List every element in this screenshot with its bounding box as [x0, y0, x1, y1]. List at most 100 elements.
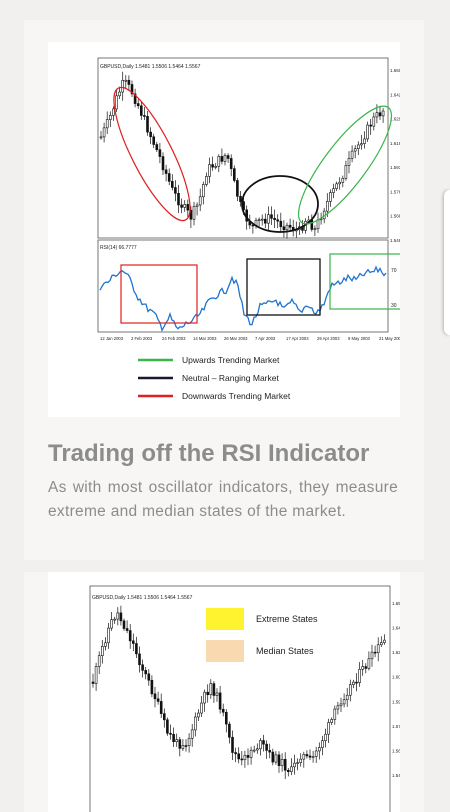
date-axis: 12 Jan 2003 2 Feb 2003 24 Feb 2003 14 Mar 2…	[100, 336, 400, 341]
price-candle	[353, 148, 357, 152]
price-candle	[239, 196, 242, 202]
date-tick: 17 Apr 2003	[286, 336, 309, 341]
price-candle	[335, 183, 338, 189]
price-candle-2	[212, 683, 216, 696]
price-candle-2	[221, 708, 225, 713]
legend-label-2: Extreme States	[256, 614, 318, 624]
price-header-2: GBPUSD,Daily 1.5481 1.5506 1.5464 1.5567	[92, 595, 193, 601]
price-candle-2	[240, 758, 244, 761]
price-candle-2	[144, 670, 147, 675]
price-candle-2	[200, 702, 203, 714]
price-candle-2	[218, 692, 222, 710]
price-candle-2	[358, 668, 361, 683]
price-candle-2	[283, 758, 287, 771]
price-candle-2	[125, 628, 129, 631]
scroll-handle[interactable]	[444, 190, 450, 335]
price-candle	[195, 204, 199, 207]
price-candle	[372, 116, 376, 127]
price-candle	[211, 164, 214, 168]
chart-legend: Upwards Trending Market Neutral – Ranging…	[138, 355, 291, 401]
price-candle	[140, 105, 143, 116]
price-candle-2	[336, 705, 340, 710]
price-candle	[223, 155, 227, 162]
price-candle-2	[194, 716, 197, 731]
price-candle-2	[252, 749, 256, 752]
price-tick: 1.5930	[390, 165, 400, 170]
price-candle	[102, 127, 106, 138]
price-tick: 1.6420	[390, 92, 400, 97]
rsi-tick-70: 70	[391, 268, 397, 274]
price-candle	[202, 184, 205, 198]
price-candle	[149, 131, 152, 138]
oversold-box	[120, 264, 198, 324]
range-ellipse	[241, 175, 319, 233]
price-candle	[192, 206, 196, 220]
price-tick: 1.5680	[390, 214, 400, 219]
price-candle	[220, 156, 224, 162]
price-candle-2	[268, 750, 271, 753]
price-candle-2	[147, 673, 151, 681]
price-candle-2	[367, 658, 371, 669]
section-body: As with most oscillator indicators, they…	[48, 479, 398, 520]
price-axis: 1.6505 1.6420 1.6295 1.6195 1.5930 1.5765 1.56…	[390, 68, 400, 243]
states-chart-image: GBPUSD,Daily 1.5481 1.5506 1.5464 1.5567…	[48, 572, 400, 812]
price-candle	[356, 144, 360, 150]
price-candle	[127, 79, 131, 85]
price-candle-2	[203, 691, 206, 704]
price-candle-2	[228, 723, 231, 738]
price-candle	[186, 204, 190, 211]
price-candle	[152, 136, 155, 145]
price-candle-2	[94, 666, 98, 684]
price-candle	[282, 226, 286, 231]
price-tick: 1.5600	[392, 748, 400, 753]
date-tick: 21 May 2003	[379, 336, 400, 341]
price-candle-2	[107, 627, 110, 644]
states-legend: Extreme States Median States	[206, 608, 318, 662]
price-candle-2	[249, 749, 253, 758]
price-candle-2	[287, 769, 290, 773]
price-candle-2	[317, 747, 321, 752]
price-candle-2	[290, 766, 293, 773]
price-candle-2	[299, 758, 302, 763]
price-candle-2	[311, 756, 315, 758]
states-chart-figure: GBPUSD,Daily 1.5481 1.5506 1.5464 1.5567…	[48, 572, 400, 812]
price-candle	[108, 115, 112, 120]
price-candle	[217, 156, 221, 167]
price-candle	[229, 158, 233, 169]
rsi-panel	[97, 239, 389, 333]
price-candle	[208, 164, 211, 177]
price-candle	[276, 219, 279, 222]
date-tick: 26 Mar 2003	[224, 336, 248, 341]
price-candle-2	[172, 733, 175, 743]
price-candle	[171, 181, 174, 188]
price-candle-2	[348, 684, 352, 696]
price-candle	[381, 110, 385, 117]
price-candle	[369, 124, 373, 127]
price-candle	[366, 124, 369, 140]
price-candle-2	[352, 681, 355, 685]
price-candle	[180, 204, 183, 208]
price-candle	[285, 224, 289, 231]
price-candle-2	[231, 736, 234, 753]
price-candle	[325, 201, 329, 212]
price-candle-2	[234, 752, 237, 755]
price-candle	[251, 224, 255, 227]
price-candle-2	[91, 681, 95, 684]
price-candle-2	[339, 703, 343, 707]
price-candle-2	[215, 692, 219, 696]
price-candle	[214, 166, 217, 168]
price-candle-2	[370, 651, 374, 660]
price-candle	[105, 119, 109, 129]
date-tick: 7 Apr 2003	[255, 336, 276, 341]
price-candle-2	[376, 644, 380, 654]
price-candle-2	[293, 762, 296, 768]
date-tick: 14 Mar 2003	[193, 336, 217, 341]
price-candle-2	[342, 699, 346, 705]
price-candle	[341, 178, 345, 183]
range-box	[246, 258, 321, 316]
price-candle-2	[110, 619, 113, 629]
price-candle	[158, 149, 162, 157]
price-candle	[177, 193, 180, 206]
date-tick: 12 Jan 2003	[100, 336, 124, 341]
price-candle-2	[178, 739, 182, 749]
